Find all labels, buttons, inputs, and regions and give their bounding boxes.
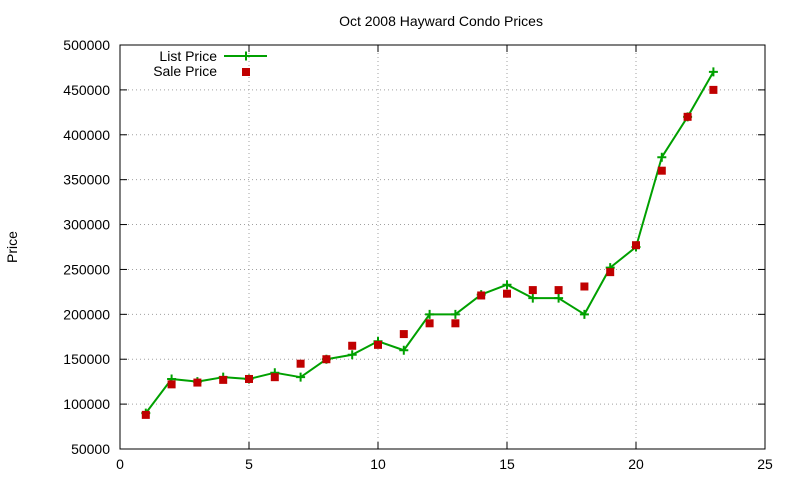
- legend-label-list-price: List Price: [159, 48, 217, 64]
- list-price-point: [347, 350, 357, 360]
- y-tick-label: 50000: [71, 441, 110, 457]
- list-price-point: [425, 309, 435, 319]
- sale-price-point: [683, 112, 692, 121]
- sale-price-point: [348, 341, 357, 350]
- list-price-point: [554, 293, 564, 303]
- x-tick-label: 15: [499, 456, 515, 472]
- legend-marker-list-price: [241, 51, 251, 61]
- sale-price-point: [580, 282, 589, 291]
- list-price-point: [657, 152, 667, 162]
- sale-price-point: [657, 166, 666, 175]
- y-tick-label: 250000: [63, 261, 110, 277]
- x-tick-label: 5: [245, 456, 253, 472]
- y-tick-label: 450000: [63, 82, 110, 98]
- legend-marker-sale-price: [242, 68, 250, 76]
- sale-price-point: [270, 373, 279, 382]
- sale-price-point: [399, 330, 408, 339]
- y-tick-label: 350000: [63, 172, 110, 188]
- list-price-point: [579, 309, 589, 319]
- y-tick-label: 300000: [63, 217, 110, 233]
- sale-price-point: [503, 289, 511, 298]
- chart-title: Oct 2008 Hayward Condo Prices: [339, 13, 543, 29]
- legend-label-sale-price: Sale Price: [153, 63, 217, 79]
- axis-ticks: [119, 44, 766, 450]
- sale-price-point: [477, 291, 486, 300]
- sale-price-point: [606, 268, 615, 277]
- sale-price-point: [374, 340, 382, 349]
- x-tick-labels: 0 5 10 15 20 25: [116, 456, 773, 472]
- x-tick-label: 25: [757, 456, 773, 472]
- series-sale-price: [141, 85, 718, 419]
- y-tick-label: 500000: [63, 37, 110, 53]
- sale-price-point: [322, 355, 331, 364]
- sale-price-point: [554, 286, 563, 295]
- legend: List Price Sale Price: [153, 48, 267, 79]
- sale-price-point: [193, 378, 202, 387]
- sale-price-point: [425, 319, 434, 328]
- sale-price-point: [219, 375, 228, 384]
- list-price-point: [528, 293, 538, 303]
- list-price-point: [399, 345, 409, 355]
- list-price-point: [296, 372, 306, 382]
- y-tick-label: 100000: [63, 396, 110, 412]
- sale-price-point: [167, 380, 176, 389]
- y-tick-label: 400000: [63, 127, 110, 143]
- sale-price-point: [451, 319, 460, 328]
- sale-price-point: [141, 410, 150, 419]
- y-tick-labels: 50000 100000 150000 200000 250000 300000 35000…: [63, 37, 110, 457]
- y-tick-label: 200000: [63, 306, 110, 322]
- sale-price-point: [245, 374, 253, 383]
- sale-price-point: [528, 286, 537, 295]
- x-tick-label: 10: [370, 456, 386, 472]
- x-tick-label: 20: [628, 456, 644, 472]
- list-price-point: [708, 67, 718, 77]
- sale-price-point: [296, 359, 305, 368]
- sale-price-point: [632, 241, 640, 250]
- plot-frame: [119, 44, 766, 450]
- x-tick-label: 0: [116, 456, 124, 472]
- list-price-point: [450, 309, 460, 319]
- sale-price-point: [709, 85, 718, 94]
- y-axis-label: Price: [4, 231, 20, 263]
- list-price-point: [502, 280, 512, 290]
- y-tick-label: 150000: [63, 351, 110, 367]
